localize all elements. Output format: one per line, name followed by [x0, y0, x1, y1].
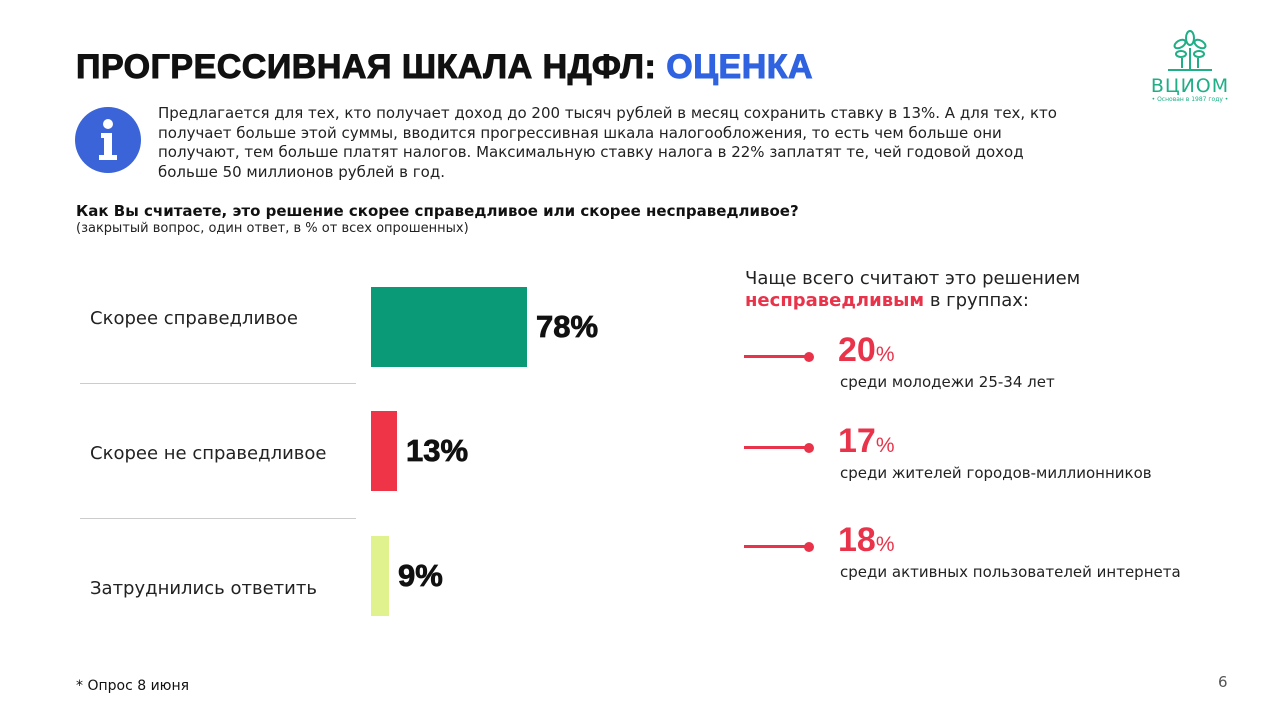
- marker-dot: [804, 542, 814, 552]
- group-desc: среди молодежи 25-34 лет: [840, 373, 1055, 391]
- bar: [371, 536, 389, 616]
- bar-value-label: 78%: [536, 309, 599, 345]
- bar-value-label: 9%: [398, 558, 444, 594]
- question-note: (закрытый вопрос, один ответ, в % от все…: [76, 221, 469, 236]
- category-label: Скорее справедливое: [90, 308, 298, 329]
- bar: [371, 287, 527, 367]
- side-title: Чаще всего считают это решением несправед…: [745, 268, 1081, 311]
- question: Как Вы считаете, это решение скорее спра…: [76, 202, 799, 220]
- marker-line: [744, 545, 810, 548]
- tree-icon: [1168, 30, 1212, 71]
- group-desc: среди активных пользователей интернета: [840, 563, 1181, 581]
- category-label: Затруднились ответить: [90, 578, 317, 599]
- page-number: 6: [1218, 673, 1228, 691]
- page-title: ПРОГРЕССИВНАЯ ШКАЛА НДФЛ: ОЦЕНКА: [75, 48, 814, 87]
- bar-value-label: 13%: [406, 433, 469, 469]
- group-desc: среди жителей городов-миллионников: [840, 464, 1152, 482]
- footnote: * Опрос 8 июня: [76, 678, 190, 694]
- intro-text: Предлагается для тех, кто получает доход…: [158, 104, 1057, 181]
- marker-dot: [804, 443, 814, 453]
- marker-line: [744, 446, 810, 449]
- bar: [371, 411, 397, 491]
- divider: [80, 518, 356, 519]
- marker-line: [744, 355, 810, 358]
- group-value: 17%: [838, 422, 895, 460]
- group-value: 20%: [838, 331, 895, 369]
- group-value: 18%: [838, 521, 895, 559]
- divider: [80, 383, 356, 384]
- vciom-logo: ВЦИОМ • Основан в 1987 году •: [1140, 30, 1240, 103]
- marker-dot: [804, 352, 814, 362]
- info-icon: [75, 107, 141, 173]
- category-label: Скорее не справедливое: [90, 443, 327, 464]
